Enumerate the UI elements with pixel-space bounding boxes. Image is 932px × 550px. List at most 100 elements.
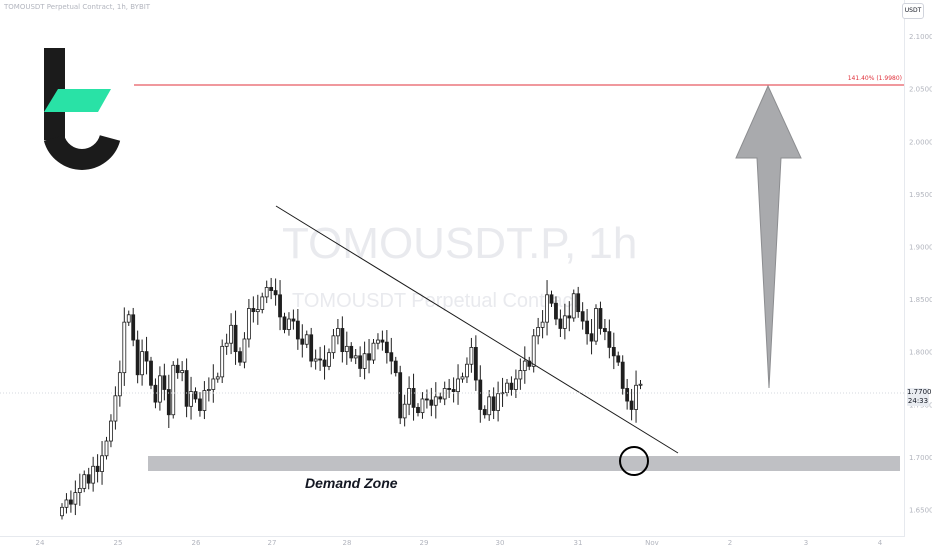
candle-body — [135, 339, 140, 376]
demand-zone[interactable] — [148, 456, 900, 471]
candle-body — [589, 333, 594, 342]
candle-body — [64, 499, 69, 508]
candle-body — [193, 391, 198, 400]
currency-button[interactable]: USDT — [902, 3, 924, 19]
time-tick-label: 28 — [343, 539, 352, 547]
candle-body — [638, 383, 643, 386]
time-tick-label: 24 — [36, 539, 45, 547]
symbol-header: TOMOUSDT Perpetual Contract, 1h, BYBIT — [4, 3, 151, 11]
price-tick-label: 2.1000 — [909, 33, 932, 41]
candle-body — [629, 400, 634, 410]
candle-body — [554, 302, 558, 320]
candle-body — [540, 321, 545, 328]
candle-body — [304, 334, 309, 345]
candle-body — [411, 388, 416, 408]
candle-body — [327, 352, 331, 367]
last-price-tag: 1.7700 24:33 — [907, 388, 932, 406]
candle-body — [465, 363, 469, 378]
logo-hook — [43, 134, 121, 170]
bar-countdown: 24:33 — [907, 397, 929, 405]
candle-body — [287, 318, 291, 330]
candle-body — [362, 353, 367, 369]
candle-body — [451, 389, 456, 392]
candle-body — [60, 506, 64, 517]
highlight-circle[interactable] — [619, 446, 649, 476]
candle-body — [157, 375, 162, 403]
price-tick-label: 2.0500 — [909, 86, 932, 94]
candle-body — [149, 360, 153, 386]
candle-body — [215, 376, 220, 380]
watermark: TOMOUSDT.P, 1h TOMOUSDT Perpetual Contra… — [282, 219, 637, 312]
candle-body — [113, 395, 118, 422]
candle-body — [478, 379, 483, 410]
candle-body — [536, 327, 541, 337]
time-tick-label: 29 — [420, 539, 429, 547]
candle-body — [126, 314, 131, 323]
candle-body — [429, 399, 434, 406]
candle-body — [576, 293, 581, 313]
candle-body — [487, 396, 492, 416]
candle-body — [86, 474, 91, 484]
candle-body — [313, 358, 318, 362]
candle-body — [384, 341, 389, 354]
target-arrow[interactable] — [735, 84, 802, 389]
candle-body — [496, 393, 501, 411]
candle-body — [358, 355, 363, 369]
price-tick-label: 1.7000 — [909, 454, 932, 462]
candle-body — [251, 308, 256, 313]
candle-body — [269, 287, 274, 291]
candle-body — [278, 294, 282, 318]
candle-body — [402, 403, 407, 419]
candle-body — [416, 406, 420, 414]
candle-body — [603, 328, 607, 333]
candle-body — [594, 308, 598, 342]
candle-body — [393, 360, 398, 374]
candle-body — [491, 396, 496, 411]
candle-body — [220, 345, 225, 378]
candle-body — [255, 309, 260, 313]
candle-body — [77, 487, 82, 493]
logo-accent — [44, 89, 111, 112]
candle-body — [131, 314, 136, 341]
time-tick-label: 25 — [114, 539, 123, 547]
candle-body — [380, 339, 385, 343]
candle-body — [620, 361, 625, 389]
candle-body — [189, 391, 193, 407]
candle-body — [246, 308, 251, 340]
candle-body — [616, 355, 621, 363]
resistance-trendline[interactable] — [275, 205, 679, 454]
candle-body — [505, 382, 509, 394]
time-axis[interactable]: 24 25 26 27 28 29 30 31 Nov 2 3 4 — [36, 539, 883, 547]
candle-body — [238, 351, 242, 363]
time-tick-label: 3 — [804, 539, 808, 547]
candle-body — [442, 388, 447, 400]
candle-body — [522, 360, 527, 371]
candle-body — [482, 409, 487, 416]
candle-body — [545, 294, 549, 323]
candle-body — [198, 398, 202, 411]
price-tick-label: 1.8000 — [909, 349, 932, 357]
candles — [60, 277, 643, 520]
time-tick-label: Nov — [645, 539, 659, 547]
candle-body — [331, 335, 336, 354]
candle-body — [367, 353, 371, 361]
price-axis[interactable]: 2.1000 2.0500 2.0000 1.9500 1.9000 1.8500 1.80… — [909, 33, 932, 514]
time-tick-label: 4 — [878, 539, 883, 547]
candle-body — [95, 465, 100, 472]
candle-body — [424, 398, 429, 401]
candle-body — [567, 315, 572, 319]
candle-body — [611, 347, 616, 357]
candle-body — [91, 465, 96, 484]
candle-body — [398, 372, 403, 419]
candle-body — [82, 474, 87, 489]
candle-body — [580, 311, 585, 322]
candle-body — [144, 351, 149, 362]
candle-body — [460, 376, 465, 380]
time-axis-divider — [0, 536, 905, 537]
price-tick-label: 1.9000 — [909, 243, 932, 251]
candle-body — [562, 315, 567, 329]
candle-body — [509, 382, 514, 390]
candle-body — [140, 351, 145, 376]
candle-body — [109, 420, 113, 442]
